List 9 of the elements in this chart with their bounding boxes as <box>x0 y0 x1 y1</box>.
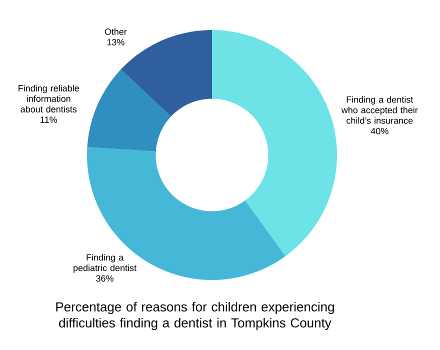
slice-label: Finding reliable information about dentists <box>18 84 79 112</box>
slice-label: Finding a pediatric dentist <box>74 254 136 273</box>
slice-label: Finding a dentist who accepted their child’s insurance <box>341 96 418 124</box>
slice-label: Other <box>104 28 127 35</box>
data-label: 36% <box>96 275 114 282</box>
data-label: 40% <box>370 128 388 134</box>
text: Percentage of reasons for children experiencing difficulties finding a dentist in Tompkins County <box>56 302 334 330</box>
data-label: 13% <box>107 39 124 46</box>
data-label: 11% <box>40 116 57 123</box>
